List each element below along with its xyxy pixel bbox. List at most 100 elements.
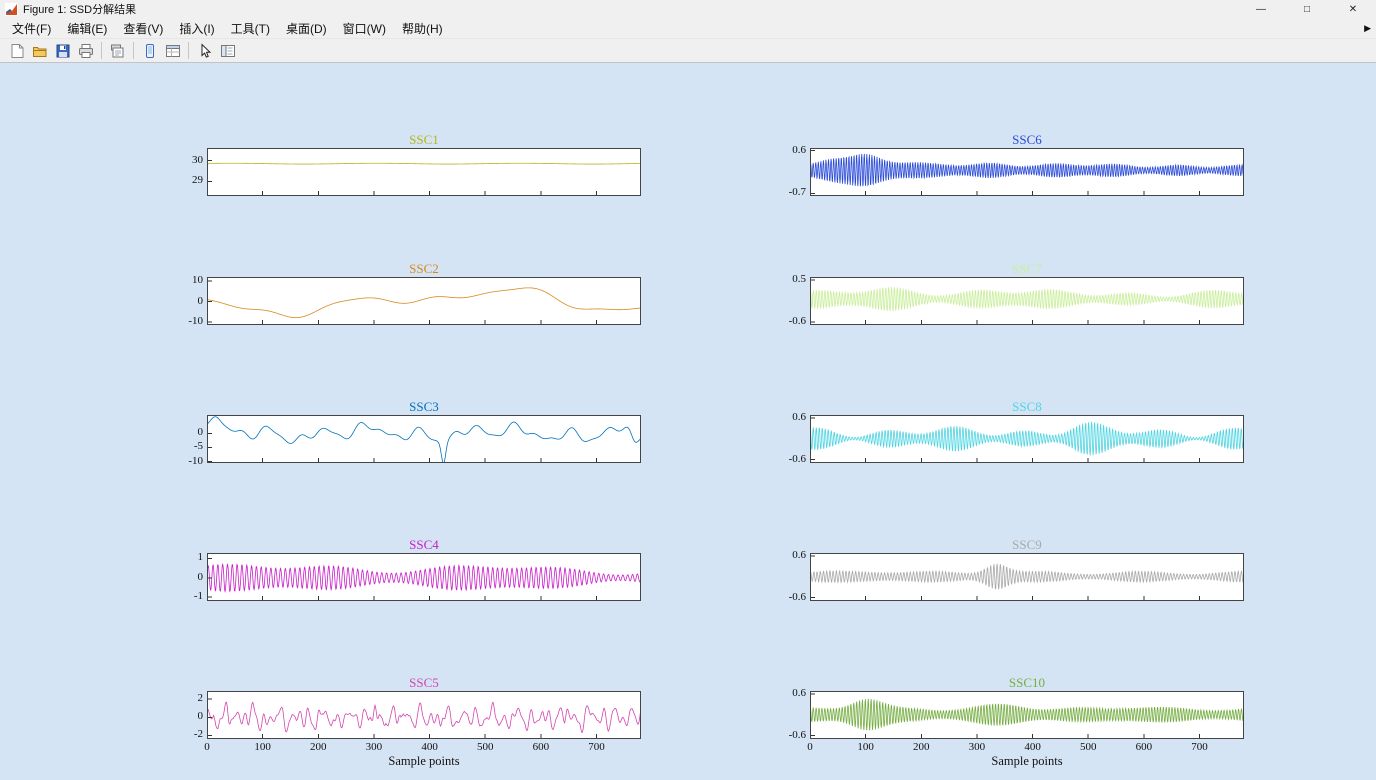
x-tick-label: 400 xyxy=(421,741,438,753)
print-figure-button[interactable] xyxy=(74,40,97,61)
pointer-button[interactable] xyxy=(193,40,216,61)
menu-item-edit[interactable]: 编辑(E) xyxy=(67,21,108,36)
print-preview-icon xyxy=(110,43,126,59)
subplot-title-ssc9: SSC9 xyxy=(1012,537,1042,552)
y-tick-label: -5 xyxy=(193,440,203,453)
open-file-button[interactable] xyxy=(28,40,51,61)
axes-ssc6[interactable] xyxy=(810,148,1244,196)
x-axis-label: Sample points xyxy=(388,754,460,768)
tick-marks xyxy=(207,698,597,738)
window-title: Figure 1: SSD分解结果 xyxy=(23,4,137,16)
signal-line-ssc4 xyxy=(207,563,641,593)
signal-line-ssc1 xyxy=(207,162,641,165)
axes-box xyxy=(207,277,641,325)
titlebar: Figure 1: SSD分解结果 — □ ✕ xyxy=(0,0,1376,18)
axes-ssc5[interactable] xyxy=(207,691,641,739)
menu-item-view[interactable]: 查看(V) xyxy=(123,21,164,36)
save-figure-button[interactable] xyxy=(51,40,74,61)
plot-browser-button[interactable] xyxy=(161,40,184,61)
tick-marks xyxy=(207,160,597,195)
signal-line-ssc7 xyxy=(810,287,1244,312)
new-figure-button[interactable] xyxy=(5,40,28,61)
tick-marks xyxy=(810,279,1200,324)
axes-box xyxy=(207,553,641,601)
y-tick-label: 0.6 xyxy=(792,686,806,699)
axes-ssc2[interactable] xyxy=(207,277,641,325)
axes-box xyxy=(810,148,1244,196)
menu-overflow-arrow[interactable]: ▶ xyxy=(1364,23,1371,33)
signal-line-ssc10 xyxy=(810,698,1244,731)
tick-marks xyxy=(810,150,1200,195)
axes-box xyxy=(810,415,1244,463)
axes-ssc9[interactable] xyxy=(810,553,1244,601)
plot-area xyxy=(207,148,641,196)
signal-line-ssc8 xyxy=(810,421,1244,456)
y-tick-label: -0.6 xyxy=(788,590,806,603)
axes-ssc7[interactable] xyxy=(810,277,1244,325)
window-controls: — □ ✕ xyxy=(1238,0,1376,18)
y-tick-label: 0.5 xyxy=(792,273,806,286)
figure-canvas: SSC1 30 29 SSC2 10 0 -10 SSC3 0 -5 -10 SSC4 1 0 -1 SSC5… xyxy=(0,63,1376,780)
signal-line-ssc5 xyxy=(207,701,641,734)
y-tick-label: 0.6 xyxy=(792,548,806,561)
y-tick-label: -10 xyxy=(188,454,203,467)
minimize-button[interactable]: — xyxy=(1256,3,1266,15)
property-editor-button[interactable] xyxy=(216,40,239,61)
y-tick-label: -0.6 xyxy=(788,452,806,465)
close-button[interactable]: ✕ xyxy=(1348,3,1358,15)
subplot-ssc7: SSC7 0.5 -0.6 xyxy=(789,261,1244,327)
axes-box xyxy=(810,553,1244,601)
x-tick-label: 200 xyxy=(310,741,327,753)
subplot-ssc8: SSC8 0.6 -0.6 xyxy=(789,399,1244,465)
print-preview-button[interactable] xyxy=(106,40,129,61)
subplot-title-ssc8: SSC8 xyxy=(1012,399,1042,414)
menu-item-desktop[interactable]: 桌面(D) xyxy=(285,21,327,36)
menu-item-tools[interactable]: 工具(T) xyxy=(230,21,270,36)
x-tick-label: 100 xyxy=(254,741,271,753)
y-tick-label: -0.6 xyxy=(788,728,806,741)
y-tick-label: 0 xyxy=(197,710,204,723)
figure-palette-icon xyxy=(142,43,158,59)
tick-marks xyxy=(207,280,597,324)
tick-marks xyxy=(207,557,597,600)
y-tick-label: -2 xyxy=(193,728,203,741)
y-tick-label: 0 xyxy=(197,570,204,583)
pointer-icon xyxy=(197,42,213,59)
x-tick-label: 400 xyxy=(1024,741,1041,753)
menu-item-help[interactable]: 帮助(H) xyxy=(401,21,443,36)
menu-item-file[interactable]: 文件(F) xyxy=(12,21,52,36)
axes-box xyxy=(207,148,641,196)
subplot-title-ssc3: SSC3 xyxy=(409,399,439,414)
y-tick-label: 0.6 xyxy=(792,143,806,156)
x-tick-label: 700 xyxy=(1191,741,1208,753)
toolbar-separator xyxy=(133,42,134,59)
maximize-button[interactable]: □ xyxy=(1303,3,1311,15)
menu-item-insert[interactable]: 插入(I) xyxy=(179,21,215,36)
matlab-figure-icon xyxy=(5,2,18,16)
y-tick-label: 10 xyxy=(192,274,203,287)
axes-ssc10[interactable] xyxy=(810,691,1244,739)
plot-area xyxy=(207,415,641,463)
property-editor-icon xyxy=(220,43,236,59)
x-tick-label: 500 xyxy=(1079,741,1097,753)
x-tick-label: 500 xyxy=(476,741,494,753)
x-tick-label: 600 xyxy=(532,741,550,753)
axes-ssc1[interactable] xyxy=(207,148,641,196)
axes-ssc4[interactable] xyxy=(207,553,641,601)
toolbar-separator xyxy=(101,42,102,59)
axes-box xyxy=(207,415,641,463)
x-tick-label: 200 xyxy=(913,741,930,753)
figure-palette-button[interactable] xyxy=(138,40,161,61)
x-tick-label: 0 xyxy=(204,741,210,753)
signal-line-ssc9 xyxy=(810,563,1244,590)
subplot-ssc1: SSC1 30 29 xyxy=(192,132,641,196)
y-tick-label: 0.6 xyxy=(792,410,806,423)
menu-item-window[interactable]: 窗口(W) xyxy=(342,21,386,36)
tick-marks xyxy=(207,432,597,463)
axes-ssc3[interactable] xyxy=(207,415,641,463)
axes-ssc8[interactable] xyxy=(810,415,1244,463)
toolbar-separator xyxy=(188,42,189,59)
subplot-ssc4: SSC4 1 0 -1 xyxy=(194,537,641,602)
y-tick-label: 30 xyxy=(192,153,203,166)
subplot-ssc3: SSC3 0 -5 -10 xyxy=(188,399,641,467)
